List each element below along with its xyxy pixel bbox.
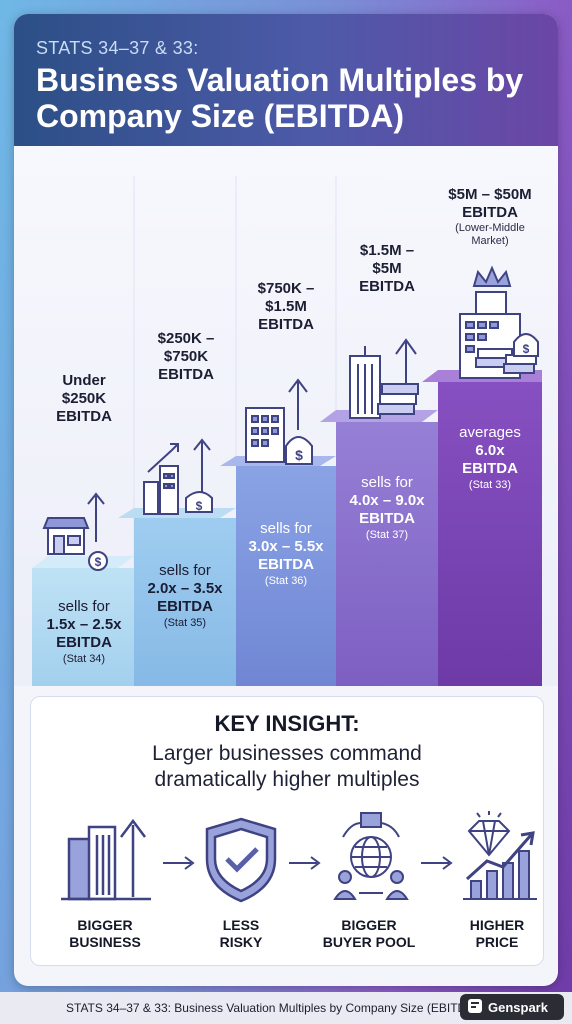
key-insight-panel: KEY INSIGHT: Larger businesses command d…	[30, 696, 544, 966]
tier-5-stat-ref: (Stat 33)	[468, 479, 512, 491]
small-business-growth-icon: $	[143, 438, 213, 515]
tier-2-multiple-value: 2.0x – 3.5x	[147, 580, 223, 597]
crown-corporate-icon: $	[459, 265, 539, 379]
tier-5-sells-label: averages	[459, 424, 521, 441]
tier-4-multiple: sells for 4.0x – 9.0x EBITDA (Stat 37)	[336, 474, 438, 542]
tier-4-size-line: $1.5M –	[359, 242, 415, 259]
tier-5-size-line: $5M – $50M	[448, 186, 532, 203]
tier-1-unit: EBITDA	[56, 634, 112, 651]
global-buyers-icon	[333, 812, 409, 900]
tier-2-size-line: EBITDA	[158, 366, 214, 383]
flow-label-bigger-buyer-pool: BIGGER BUYER POOL	[309, 917, 429, 951]
flow-label-less-risky: LESS RISKY	[181, 917, 301, 951]
insight-flow	[61, 811, 537, 903]
tier-4-size-line: $5M	[372, 260, 402, 277]
staircase-chart: $ $	[14, 146, 558, 686]
flow-label-line: RISKY	[219, 934, 263, 950]
step-2-face	[134, 518, 236, 686]
tier-2-stat-ref: (Stat 35)	[163, 617, 207, 629]
tier-5-size-note: Market)	[471, 235, 509, 247]
flow-label-higher-price: HIGHER PRICE	[437, 917, 557, 951]
flow-label-line: HIGHER	[469, 917, 525, 933]
tier-4-unit: EBITDA	[359, 510, 415, 527]
tier-5-unit: EBITDA	[462, 460, 518, 477]
step-4-face	[336, 422, 438, 686]
office-building-money-icon: $	[245, 378, 313, 465]
tier-5-multiple: averages 6.0x EBITDA (Stat 33)	[438, 424, 542, 492]
tier-1-size-line: EBITDA	[56, 408, 112, 425]
step-5-face	[438, 382, 542, 686]
flow-label-line: LESS	[222, 917, 260, 933]
tier-1-size-line: $250K	[61, 390, 107, 407]
shield-check-icon	[205, 817, 277, 903]
tier-3-size-line: EBITDA	[258, 316, 314, 333]
tier-5-size-label: $5M – $50M EBITDA (Lower-Middle Market)	[430, 186, 550, 248]
tier-3-unit: EBITDA	[258, 556, 314, 573]
tier-1-multiple: sells for 1.5x – 2.5x EBITDA (Stat 34)	[32, 598, 136, 688]
svg-text:$: $	[95, 555, 102, 569]
flow-label-bigger-business: BIGGER BUSINESS	[45, 917, 165, 951]
arrow-right-icon	[289, 856, 321, 870]
tier-4-size-line: EBITDA	[359, 278, 415, 295]
page-title: Business Valuation Multiples by Company …	[36, 62, 524, 134]
tier-3-sells-label: sells for	[260, 520, 312, 537]
tier-5-multiple-value: 6.0x	[475, 442, 505, 459]
tier-2-unit: EBITDA	[157, 598, 213, 615]
step-1-top	[32, 556, 134, 568]
genspark-badge-label: Genspark	[488, 1000, 548, 1015]
tier-2-size-line: $750K	[163, 348, 209, 365]
tier-4-size-label: $1.5M – $5M EBITDA	[336, 242, 438, 296]
skyscraper-cash-icon	[349, 338, 419, 419]
step-3-face	[236, 466, 336, 686]
header-kicker: STATS 34–37 & 33:	[36, 38, 199, 58]
arrow-right-icon	[163, 856, 195, 870]
key-insight-line: dramatically higher multiples	[154, 768, 420, 791]
tier-1-stat-ref: (Stat 34)	[62, 653, 106, 665]
flow-label-line: BIGGER	[77, 917, 133, 933]
tier-3-multiple: sells for 3.0x – 5.5x EBITDA (Stat 36)	[236, 520, 336, 588]
diamond-growth-icon	[463, 811, 537, 900]
tier-2-sells-label: sells for	[159, 562, 211, 579]
header: STATS 34–37 & 33: Business Valuation Mul…	[14, 14, 558, 146]
flow-label-line: BUSINESS	[69, 934, 141, 950]
tier-5-size-line: EBITDA	[462, 204, 518, 221]
tier-5-size-note: (Lower-Middle	[455, 222, 525, 234]
tier-3-size-line: $750K –	[257, 280, 315, 297]
svg-text:$: $	[523, 342, 530, 356]
svg-text:$: $	[295, 447, 303, 463]
tier-1-sells-label: sells for	[58, 598, 110, 615]
flow-label-line: PRICE	[475, 934, 519, 950]
tier-4-sells-label: sells for	[361, 474, 413, 491]
genspark-badge[interactable]: Genspark	[460, 994, 564, 1020]
infographic-card: STATS 34–37 & 33: Business Valuation Mul…	[14, 14, 558, 986]
tier-2-size-line: $250K –	[157, 330, 215, 347]
key-insight-line: Larger businesses command	[152, 742, 422, 765]
tier-1-multiple-value: 1.5x – 2.5x	[46, 616, 122, 633]
key-insight-text: Larger businesses command dramatically h…	[31, 741, 543, 793]
tier-1-size-label: Under $250K EBITDA	[36, 372, 132, 426]
staircase-graphic: $ $	[32, 176, 542, 686]
tier-3-multiple-value: 3.0x – 5.5x	[248, 538, 324, 555]
tier-2-size-label: $250K – $750K EBITDA	[134, 330, 238, 384]
tier-2-multiple: sells for 2.0x – 3.5x EBITDA (Stat 35)	[134, 562, 236, 630]
step-1-face	[32, 568, 136, 686]
tier-3-stat-ref: (Stat 36)	[264, 575, 308, 587]
flow-label-line: BIGGER	[341, 917, 397, 933]
tier-4-multiple-value: 4.0x – 9.0x	[349, 492, 425, 509]
arrow-right-icon	[421, 856, 453, 870]
tier-3-size-line: $1.5M	[265, 298, 307, 315]
flow-label-line: BUYER POOL	[322, 934, 416, 950]
svg-text:$: $	[196, 499, 203, 513]
key-insight-title: KEY INSIGHT:	[214, 711, 360, 736]
footer-caption: STATS 34–37 & 33: Business Valuation Mul…	[66, 1001, 479, 1015]
tier-3-size-label: $750K – $1.5M EBITDA	[236, 280, 336, 334]
storefront-icon: $	[42, 492, 108, 571]
genspark-logo-icon	[468, 999, 482, 1013]
building-growth-icon	[61, 818, 151, 901]
tier-1-size-line: Under	[62, 372, 106, 389]
tier-4-stat-ref: (Stat 37)	[365, 529, 409, 541]
